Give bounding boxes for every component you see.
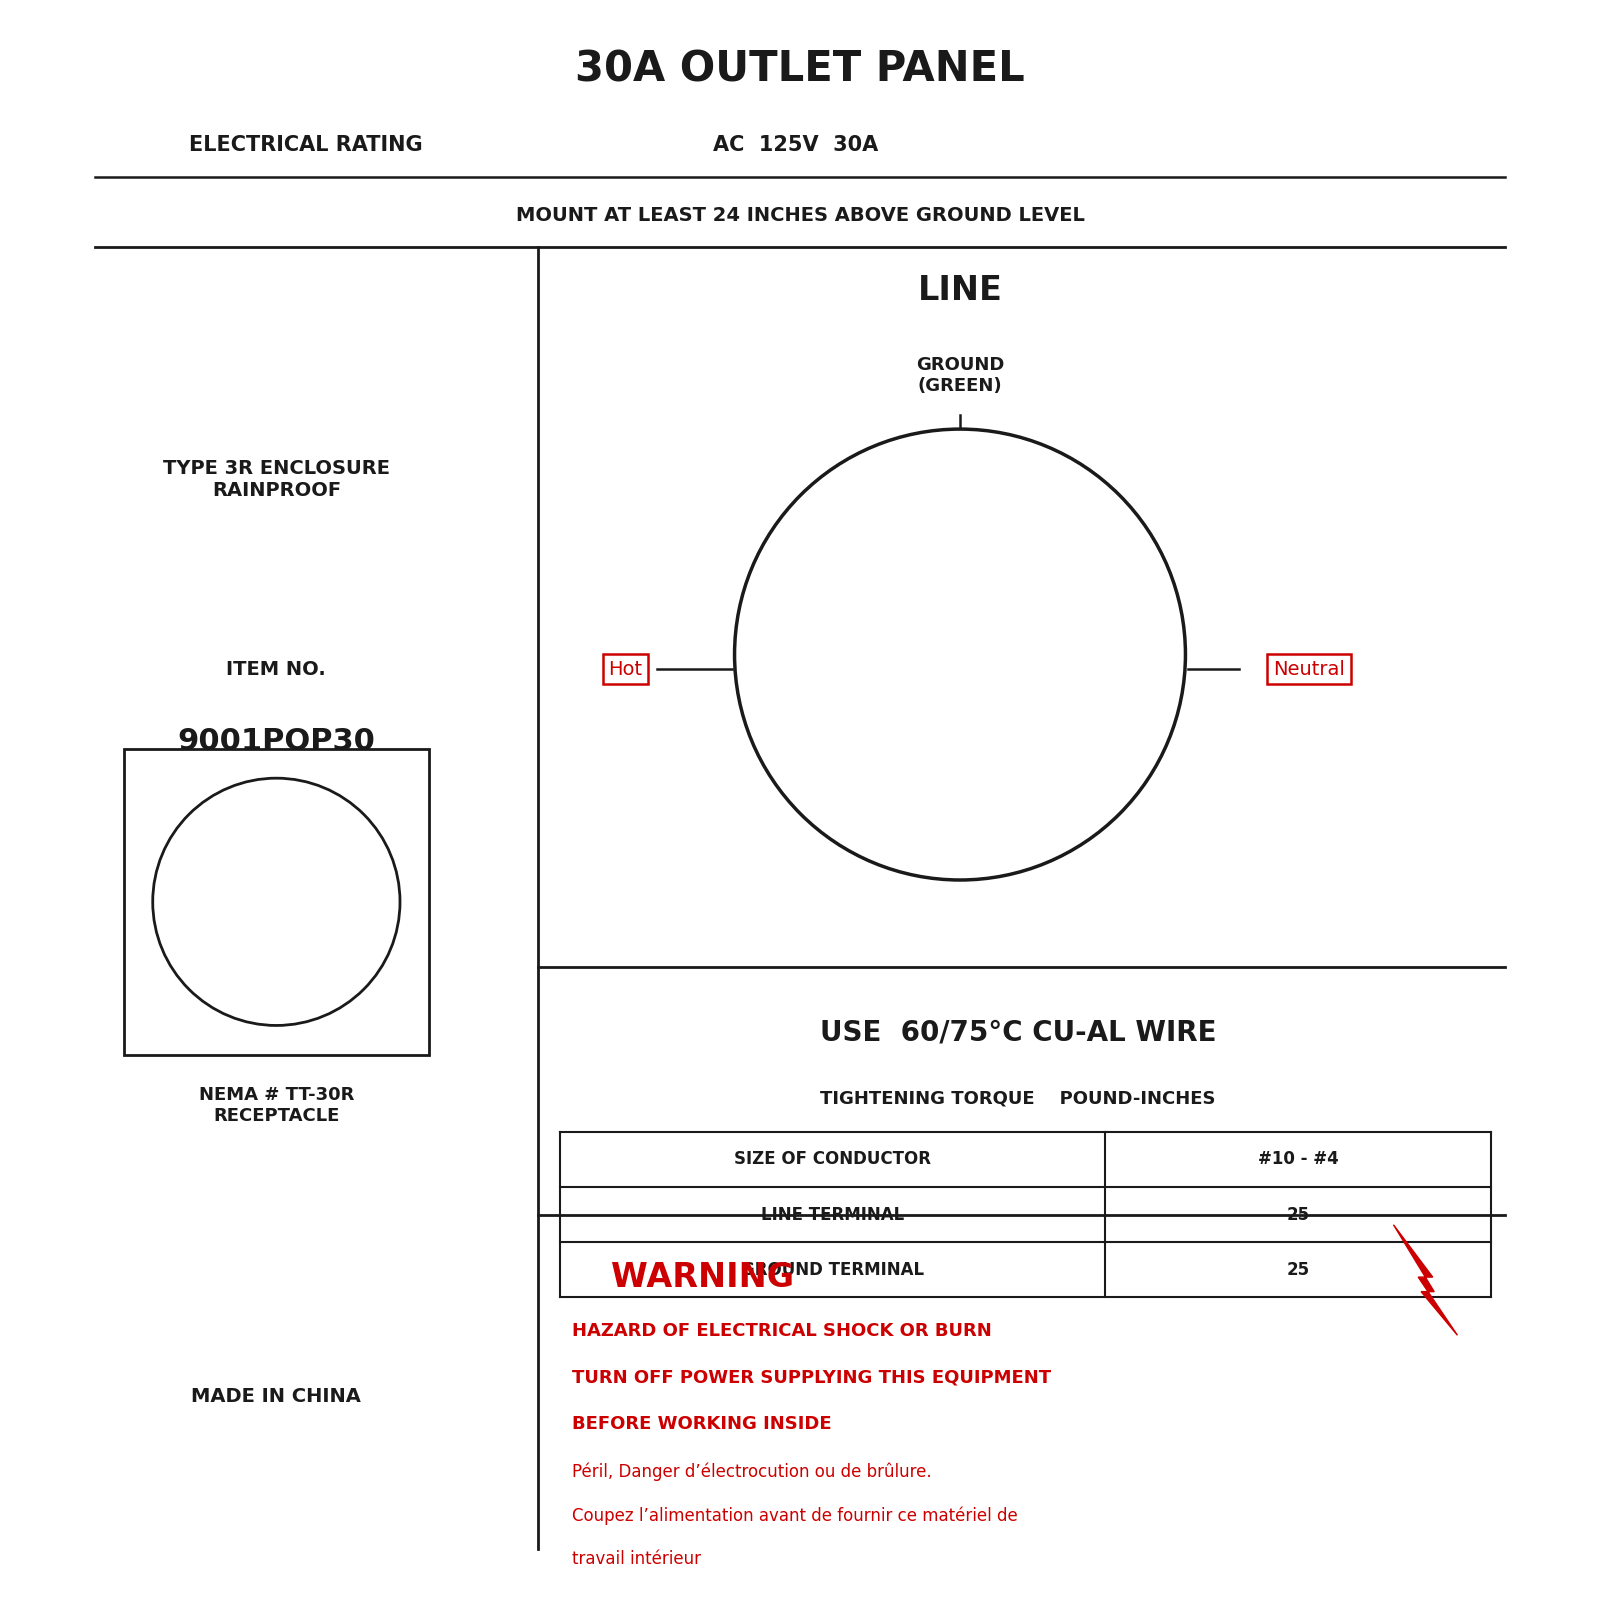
Text: MADE IN CHINA: MADE IN CHINA	[192, 1387, 362, 1406]
Text: Hot: Hot	[608, 659, 643, 678]
Text: 25: 25	[1286, 1205, 1310, 1224]
Text: travail intérieur: travail intérieur	[571, 1550, 701, 1568]
Text: NEMA # TT-30R
RECEPTACLE: NEMA # TT-30R RECEPTACLE	[198, 1086, 354, 1125]
Text: AC  125V  30A: AC 125V 30A	[712, 136, 878, 155]
Text: BEFORE WORKING INSIDE: BEFORE WORKING INSIDE	[571, 1414, 832, 1434]
Text: MOUNT AT LEAST 24 INCHES ABOVE GROUND LEVEL: MOUNT AT LEAST 24 INCHES ABOVE GROUND LE…	[515, 206, 1085, 224]
Text: LINE: LINE	[917, 275, 1003, 307]
Text: ITEM NO.: ITEM NO.	[227, 659, 326, 678]
Circle shape	[152, 778, 400, 1026]
Text: Péril, Danger d’électrocution ou de brûlure.: Péril, Danger d’électrocution ou de brûl…	[571, 1462, 931, 1482]
Bar	[123, 749, 429, 1054]
Text: Coupez l’alimentation avant de fournir ce matériel de: Coupez l’alimentation avant de fournir c…	[571, 1506, 1018, 1525]
Text: 25: 25	[1286, 1261, 1310, 1278]
Text: #10 - #4: #10 - #4	[1258, 1150, 1339, 1168]
Text: TURN OFF POWER SUPPLYING THIS EQUIPMENT: TURN OFF POWER SUPPLYING THIS EQUIPMENT	[571, 1368, 1051, 1387]
Circle shape	[734, 429, 1186, 880]
Text: ELECTRICAL RATING: ELECTRICAL RATING	[189, 136, 422, 155]
Text: HAZARD OF ELECTRICAL SHOCK OR BURN: HAZARD OF ELECTRICAL SHOCK OR BURN	[571, 1322, 992, 1339]
Polygon shape	[1394, 1224, 1458, 1336]
Text: LINE TERMINAL: LINE TERMINAL	[762, 1205, 904, 1224]
Text: TIGHTENING TORQUE    POUND-INCHES: TIGHTENING TORQUE POUND-INCHES	[821, 1090, 1216, 1107]
Text: GROUND TERMINAL: GROUND TERMINAL	[741, 1261, 925, 1278]
Text: Neutral: Neutral	[1274, 659, 1346, 678]
Text: WARNING: WARNING	[611, 1261, 794, 1293]
Text: TYPE 3R ENCLOSURE
RAINPROOF: TYPE 3R ENCLOSURE RAINPROOF	[163, 459, 390, 501]
Text: SIZE OF CONDUCTOR: SIZE OF CONDUCTOR	[734, 1150, 931, 1168]
Text: GROUND
(GREEN): GROUND (GREEN)	[915, 355, 1005, 395]
Text: USE  60/75°C CU-AL WIRE: USE 60/75°C CU-AL WIRE	[819, 1019, 1216, 1046]
Text: 30A OUTLET PANEL: 30A OUTLET PANEL	[574, 50, 1026, 91]
Text: 9001POP30: 9001POP30	[178, 728, 376, 757]
